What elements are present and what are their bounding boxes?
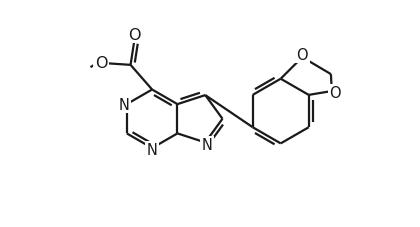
Text: N: N: [119, 97, 130, 112]
Text: N: N: [201, 138, 212, 153]
Text: O: O: [329, 86, 341, 101]
Text: O: O: [128, 27, 141, 42]
Text: N: N: [147, 142, 158, 157]
Text: O: O: [95, 56, 108, 71]
Text: O: O: [297, 47, 308, 62]
